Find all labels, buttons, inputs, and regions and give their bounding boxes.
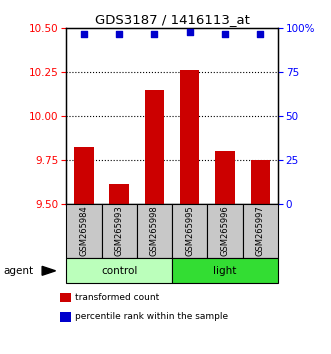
Bar bbox=[66, 258, 172, 283]
Point bbox=[152, 31, 157, 36]
Bar bbox=[172, 204, 208, 258]
Polygon shape bbox=[42, 266, 56, 275]
Bar bbox=[74, 148, 94, 204]
Bar bbox=[180, 70, 200, 204]
Point bbox=[222, 31, 228, 36]
Text: agent: agent bbox=[3, 266, 33, 276]
Point bbox=[187, 29, 192, 35]
Bar bbox=[251, 160, 270, 204]
Text: GSM265998: GSM265998 bbox=[150, 206, 159, 256]
Text: transformed count: transformed count bbox=[75, 293, 159, 302]
Point bbox=[117, 31, 122, 36]
Bar bbox=[102, 204, 137, 258]
Bar bbox=[172, 258, 278, 283]
Text: GSM265996: GSM265996 bbox=[220, 206, 230, 256]
Text: GSM265997: GSM265997 bbox=[256, 206, 265, 256]
Bar bbox=[60, 312, 71, 321]
Text: GSM265993: GSM265993 bbox=[115, 206, 124, 256]
Point bbox=[258, 31, 263, 36]
Bar bbox=[66, 204, 102, 258]
Text: light: light bbox=[213, 266, 237, 276]
Text: control: control bbox=[101, 266, 137, 276]
Bar bbox=[243, 204, 278, 258]
Bar bbox=[137, 204, 172, 258]
Text: GSM265995: GSM265995 bbox=[185, 206, 194, 256]
Text: percentile rank within the sample: percentile rank within the sample bbox=[75, 312, 228, 321]
Bar bbox=[145, 90, 164, 204]
Bar bbox=[208, 204, 243, 258]
Bar bbox=[215, 151, 235, 204]
Bar bbox=[60, 293, 71, 302]
Point bbox=[81, 31, 86, 36]
Text: GSM265984: GSM265984 bbox=[79, 206, 88, 256]
Bar bbox=[110, 184, 129, 204]
Title: GDS3187 / 1416113_at: GDS3187 / 1416113_at bbox=[95, 13, 250, 26]
